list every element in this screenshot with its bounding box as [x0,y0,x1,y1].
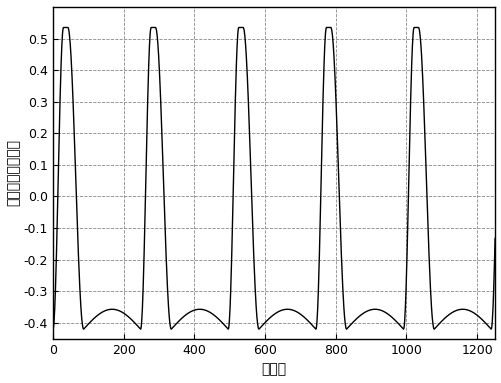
Y-axis label: 调整后的呼吸幅度: 调整后的呼吸幅度 [7,139,21,206]
X-axis label: 采样点: 采样点 [261,362,286,376]
